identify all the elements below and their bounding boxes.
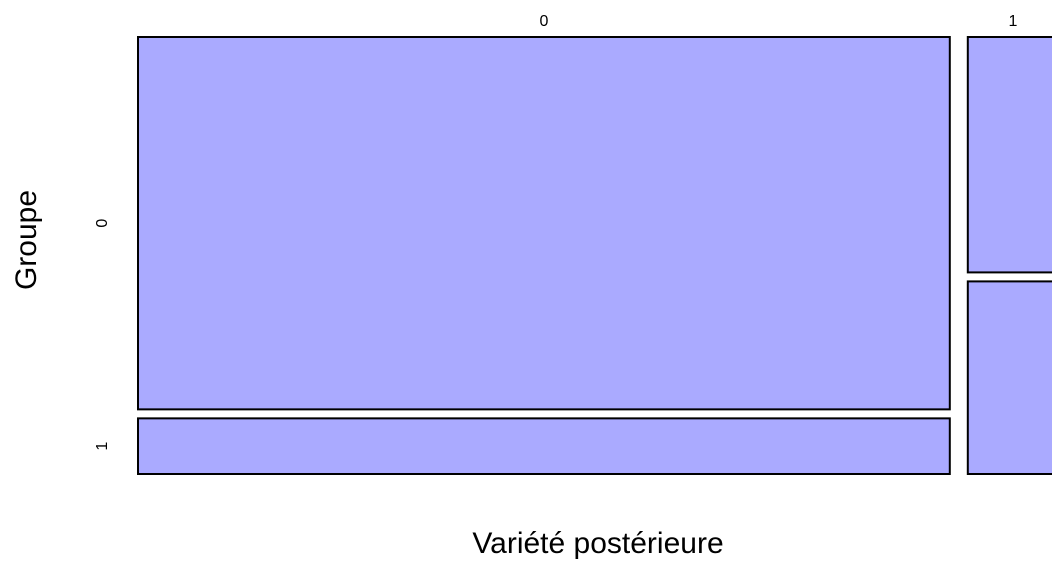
mosaic-tile <box>966 280 1052 475</box>
mosaic-tile <box>137 36 951 411</box>
x-axis-label: Variété postérieure <box>472 527 723 560</box>
mosaic-tile <box>966 36 1052 274</box>
x-tick-label: 1 <box>1008 13 1017 30</box>
y-tick-label: 1 <box>94 442 111 451</box>
x-tick-label: 0 <box>539 13 548 30</box>
mosaic-tile <box>137 417 951 475</box>
y-axis-label: Groupe <box>10 190 43 290</box>
y-tick-label: 0 <box>94 219 111 228</box>
